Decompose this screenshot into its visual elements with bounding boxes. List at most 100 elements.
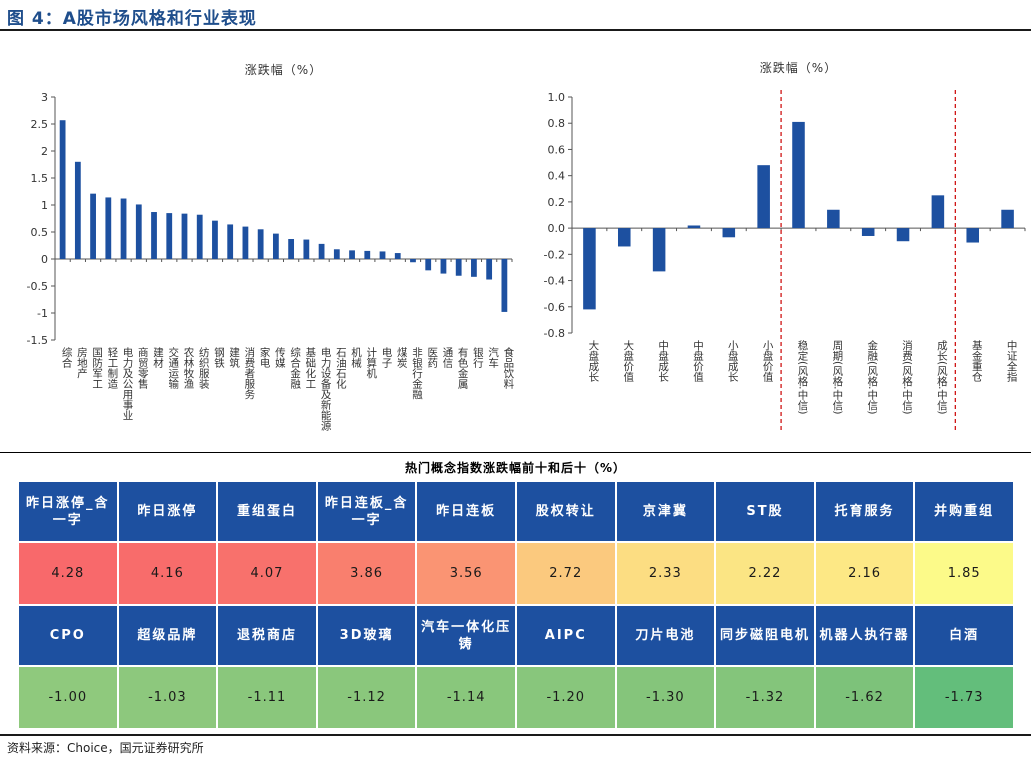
top-concept-value: 4.16 bbox=[116, 541, 219, 606]
industry-category-label: 交通运输 bbox=[167, 346, 179, 390]
style-y-tick-label: -0.2 bbox=[544, 248, 565, 261]
industry-category-label: 商贸零售 bbox=[137, 346, 149, 390]
style-bar bbox=[617, 228, 631, 247]
industry-bar bbox=[455, 259, 462, 276]
style-category-label: 中证全指 bbox=[1006, 339, 1018, 383]
industry-bar-chart: 涨跌幅（%） 3 2.5 2 1.5 1 0.5 0 -0.5 -1 -1.5 综合 房地产 国防军工 轻工… bbox=[27, 62, 515, 432]
bottom-concept-name: 刀片电池 bbox=[614, 604, 717, 667]
style-category-label: 中盘价值 bbox=[692, 339, 704, 383]
bottom-concept-name: 白酒 bbox=[913, 604, 1015, 667]
industry-y-tick-label: 2 bbox=[41, 145, 48, 158]
industry-y-tick-label: 3 bbox=[41, 91, 48, 104]
industry-bar bbox=[379, 251, 386, 259]
bottom-names-row: CPO 超级品牌 退税商店 3D玻璃 汽车一体化压铸 AIPC 刀片电池 同步磁阻电机 机器人执… bbox=[17, 604, 1015, 667]
industry-bar bbox=[471, 259, 477, 277]
industry-category-label: 电力及公用事业 bbox=[122, 346, 134, 420]
top-concept-value: 2.72 bbox=[514, 541, 617, 606]
style-y-tick-label: -0.8 bbox=[544, 327, 565, 340]
industry-category-label: 食品饮料 bbox=[502, 346, 514, 390]
style-category-label: 周期(风格.中信) bbox=[831, 340, 843, 415]
industry-bar bbox=[349, 250, 355, 259]
bottom-concept-name: 汽车一体化压铸 bbox=[415, 604, 517, 667]
top-concept-value: 2.16 bbox=[813, 541, 916, 606]
style-bar bbox=[687, 225, 701, 229]
top-concept-name: 股权转让 bbox=[514, 480, 617, 543]
bottom-concept-value: -1.20 bbox=[514, 665, 617, 730]
bottom-concept-name: CPO bbox=[17, 604, 119, 667]
industry-bar bbox=[166, 213, 173, 259]
top-concept-value: 4.07 bbox=[216, 541, 318, 606]
bottom-concept-value: -1.62 bbox=[813, 665, 916, 730]
style-bar bbox=[931, 195, 945, 229]
source-note: 资料来源：Choice，国元证券研究所 bbox=[7, 741, 204, 755]
style-y-tick-label: 0.0 bbox=[548, 222, 566, 235]
industry-y-tick-label: 2.5 bbox=[31, 118, 49, 131]
industry-bar bbox=[242, 226, 249, 259]
top-rule bbox=[0, 29, 1031, 31]
industry-category-label: 石油石化 bbox=[335, 347, 347, 390]
industry-bar bbox=[486, 259, 493, 280]
industry-bar bbox=[196, 214, 203, 259]
style-category-label: 大盘成长 bbox=[587, 339, 599, 382]
industry-category-label: 消费者服务 bbox=[243, 346, 255, 400]
top-concept-name: 昨日涨停 bbox=[116, 480, 219, 543]
industry-category-label: 汽车 bbox=[487, 346, 499, 369]
industry-bar bbox=[181, 213, 188, 259]
industry-bar bbox=[288, 239, 295, 259]
bottom-concept-name: 超级品牌 bbox=[116, 604, 219, 667]
industry-bar bbox=[212, 220, 218, 259]
industry-category-label: 医药 bbox=[426, 347, 438, 369]
style-bar bbox=[757, 165, 770, 229]
style-category-label: 大盘价值 bbox=[622, 339, 634, 383]
industry-category-label: 电子 bbox=[381, 346, 393, 368]
top-names-row: 昨日涨停_含一字 昨日涨停 重组蛋白 昨日连板_含一字 昨日连板 股权转让 京津冀 ST股 托育… bbox=[17, 480, 1015, 543]
industry-category-label: 银行 bbox=[472, 346, 484, 369]
top-concept-value: 3.86 bbox=[315, 541, 418, 606]
industry-bar bbox=[333, 249, 340, 259]
style-title: 涨跌幅（%） bbox=[760, 60, 837, 75]
style-bar bbox=[966, 228, 980, 243]
bottom-concept-name: 3D玻璃 bbox=[315, 604, 418, 667]
industry-category-label: 综合 bbox=[61, 346, 73, 369]
style-y-tick-label: -0.4 bbox=[544, 275, 565, 288]
industry-category-label: 基础化工 bbox=[304, 346, 316, 389]
industry-bar bbox=[440, 259, 447, 274]
top-concept-value: 1.85 bbox=[913, 541, 1015, 606]
top-concept-value: 3.56 bbox=[415, 541, 517, 606]
bottom-concept-value: -1.30 bbox=[614, 665, 717, 730]
section-divider bbox=[0, 452, 1031, 453]
industry-bar bbox=[257, 229, 264, 259]
industry-y-tick-label: -1 bbox=[37, 307, 48, 320]
industry-bar bbox=[303, 239, 310, 259]
hot-concepts-table: 昨日涨停_含一字 昨日涨停 重组蛋白 昨日连板_含一字 昨日连板 股权转让 京津冀 ST股 托育… bbox=[17, 480, 1015, 730]
bottom-concept-value: -1.12 bbox=[315, 665, 418, 730]
style-category-label: 中盘成长 bbox=[657, 339, 669, 382]
style-bar bbox=[827, 209, 840, 229]
bottom-values-row: -1.00 -1.03 -1.11 -1.12 -1.14 -1.20 -1.30 -1.32… bbox=[17, 665, 1015, 730]
style-bar bbox=[652, 228, 666, 272]
top-concept-name: 并购重组 bbox=[913, 480, 1015, 543]
industry-y-tick-label: 0.5 bbox=[31, 226, 49, 239]
bottom-concept-value: -1.03 bbox=[116, 665, 219, 730]
industry-bar bbox=[272, 233, 279, 259]
industry-bar bbox=[59, 120, 66, 259]
style-category-label: 金融(风格.中信) bbox=[866, 339, 878, 414]
industry-category-label: 传媒 bbox=[274, 347, 286, 369]
industry-category-label: 轻工制造 bbox=[106, 346, 118, 389]
style-category-label: 基金重仓 bbox=[971, 339, 983, 382]
industry-bar bbox=[74, 161, 81, 259]
top-concept-name: 京津冀 bbox=[614, 480, 717, 543]
top-concept-name: 昨日涨停_含一字 bbox=[17, 480, 119, 543]
style-y-tick-label: 0.6 bbox=[548, 143, 566, 156]
style-bar-chart: 涨跌幅（%） 1.0 0.8 0.6 0.4 0.2 0.0 -0.2 -0.4 -0.6 -0.8… bbox=[544, 60, 1026, 433]
top-values-row: 4.28 4.16 4.07 3.86 3.56 2.72 2.33 2.22 2.16 1.85 bbox=[17, 541, 1015, 606]
style-y-tick-label: 0.2 bbox=[548, 196, 566, 209]
bottom-concept-value: -1.14 bbox=[415, 665, 517, 730]
top-concept-name: 重组蛋白 bbox=[216, 480, 318, 543]
style-bar bbox=[722, 228, 736, 238]
top-concept-name: 昨日连板_含一字 bbox=[315, 480, 418, 543]
industry-bar bbox=[318, 243, 325, 259]
industry-category-label: 计算机 bbox=[365, 346, 377, 379]
industry-y-tick-label: 1 bbox=[41, 199, 48, 212]
industry-y-tick-label: -0.5 bbox=[27, 280, 48, 293]
